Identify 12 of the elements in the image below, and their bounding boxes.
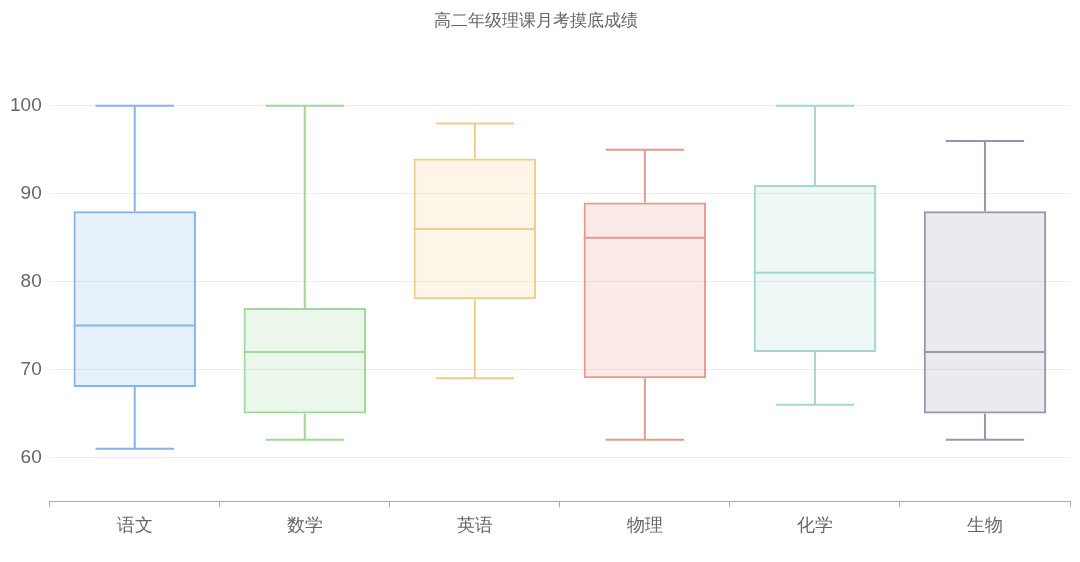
x-tick-label: 语文 — [116, 515, 153, 536]
x-tick-label: 化学 — [796, 515, 833, 536]
y-tick-label: 90 — [20, 181, 42, 203]
y-tick-label: 60 — [20, 445, 42, 467]
y-tick-label: 70 — [20, 357, 42, 379]
x-tick-label: 物理 — [626, 515, 663, 536]
x-tick-label: 生物 — [966, 515, 1003, 536]
x-tick-label: 英语 — [456, 515, 493, 536]
chart-title: 高二年级理课月考摸底成绩 — [434, 11, 638, 30]
y-tick-label: 80 — [20, 269, 42, 291]
y-tick-label: 100 — [10, 94, 42, 116]
x-tick-label: 数学 — [286, 515, 323, 536]
